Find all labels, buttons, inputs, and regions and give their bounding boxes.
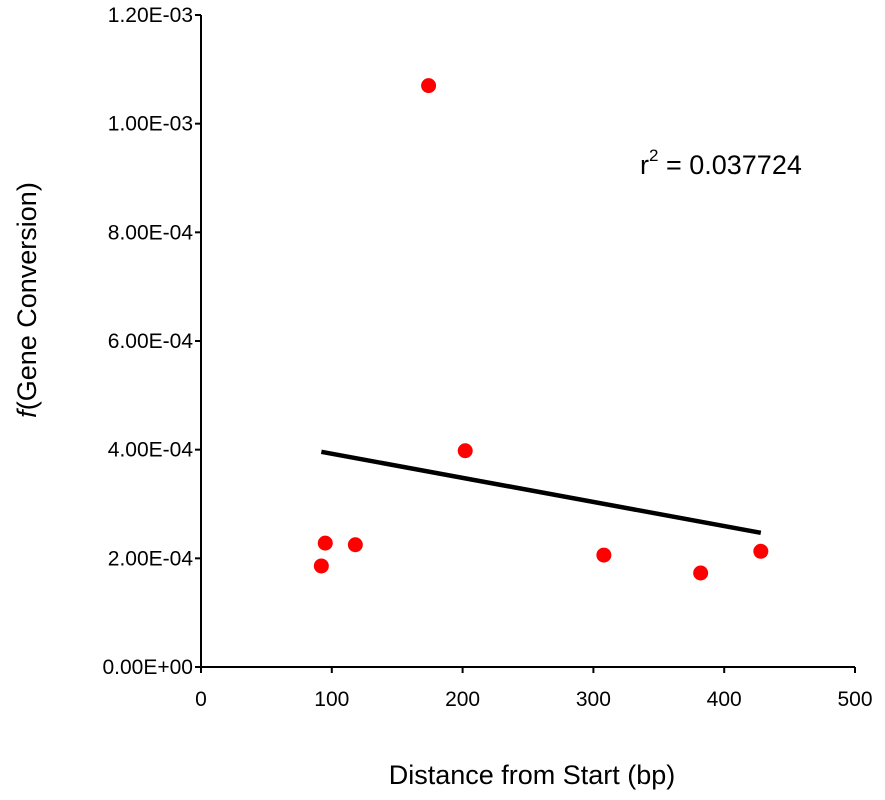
y-tick-label: 8.00E-04	[108, 221, 194, 244]
x-axis-title: Distance from Start (bp)	[389, 760, 676, 790]
r-squared-annotation: r2 = 0.037724	[640, 146, 802, 180]
x-tick-label: 0	[195, 688, 207, 711]
x-tick-label: 100	[314, 688, 349, 711]
y-tick-label: 2.00E-04	[108, 547, 194, 570]
x-axis-ticks: 0 100 200 300 400 500	[195, 667, 873, 711]
r-squared-superscript: 2	[649, 146, 658, 165]
data-point	[596, 547, 612, 563]
y-axis-ticks: 0.00E+00 2.00E-04 4.00E-04 6.00E-04 8.00E-04…	[102, 4, 201, 679]
r-squared-base: r	[640, 150, 649, 180]
y-tick-label: 4.00E-04	[108, 439, 194, 462]
y-tick-label: 1.20E-03	[108, 4, 193, 27]
data-point	[753, 543, 769, 559]
data-point	[457, 443, 473, 459]
plot-area	[313, 78, 769, 581]
data-point	[347, 537, 363, 553]
x-tick-label: 300	[576, 688, 611, 711]
y-axis-title-rest: (Gene Conversion)	[12, 182, 42, 410]
trendline	[320, 449, 762, 536]
x-tick-label: 400	[707, 688, 742, 711]
y-tick-label: 0.00E+00	[102, 656, 193, 679]
r-squared-value: = 0.037724	[658, 150, 801, 180]
data-point	[317, 535, 333, 551]
y-axis-title-prefix: f	[12, 408, 42, 418]
data-point	[693, 565, 709, 581]
data-point	[313, 558, 329, 574]
x-tick-label: 500	[837, 688, 872, 711]
data-point	[421, 78, 437, 94]
y-tick-label: 6.00E-04	[108, 330, 194, 353]
y-axis-title: f(Gene Conversion)	[12, 182, 42, 418]
y-tick-label: 1.00E-03	[108, 113, 193, 136]
x-tick-label: 200	[445, 688, 480, 711]
